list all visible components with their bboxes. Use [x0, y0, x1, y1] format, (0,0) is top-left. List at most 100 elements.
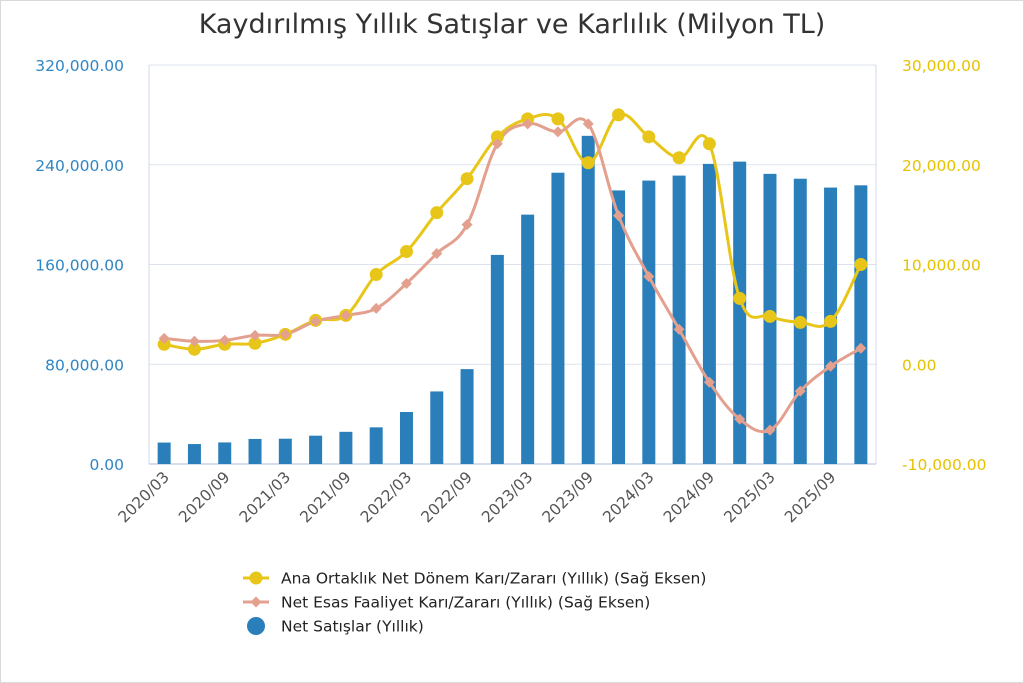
- left-tick-label: 160,000.00: [35, 257, 124, 275]
- x-tick-label: 2020/09: [175, 468, 233, 526]
- legend-marker: [249, 571, 263, 585]
- legend-marker: [250, 596, 262, 608]
- right-tick-label: 20,000.00: [902, 157, 981, 175]
- data-point: [672, 151, 686, 165]
- bar: [248, 438, 262, 464]
- bar: [521, 214, 535, 464]
- x-tick-label: 2024/09: [660, 468, 718, 526]
- right-tick-label: 10,000.00: [902, 257, 981, 275]
- data-point: [703, 376, 715, 388]
- series-line: [163, 112, 863, 351]
- legend-item[interactable]: Net Satışlar (Yıllık): [247, 617, 424, 636]
- data-point: [702, 137, 716, 151]
- x-tick-label: 2025/09: [781, 468, 839, 526]
- series-line: [163, 117, 862, 434]
- data-point: [490, 130, 504, 144]
- legend[interactable]: Ana Ortaklık Net Dönem Karı/Zararı (Yıll…: [243, 570, 706, 636]
- x-tick-label: 2023/09: [539, 468, 597, 526]
- data-point: [491, 138, 503, 150]
- legend-item[interactable]: Net Esas Faaliyet Karı/Zararı (Yıllık) (…: [243, 594, 650, 612]
- data-point: [399, 245, 413, 259]
- bar: [490, 254, 504, 464]
- bar: [157, 442, 171, 464]
- data-point: [854, 258, 868, 271]
- data-point: [157, 337, 171, 351]
- x-tick-label: 2021/03: [236, 468, 294, 526]
- x-tick-label: 2021/09: [296, 468, 354, 526]
- data-point: [825, 360, 837, 372]
- plot-border: [148, 65, 877, 465]
- bar: [612, 190, 626, 465]
- data-point: [673, 323, 685, 335]
- data-point: [613, 210, 625, 222]
- x-tick-label: 2022/03: [357, 468, 415, 526]
- data-point: [824, 314, 838, 328]
- bar: [309, 435, 323, 464]
- legend-item[interactable]: Ana Ortaklık Net Dönem Karı/Zararı (Yıll…: [243, 570, 706, 588]
- data-point: [581, 156, 595, 170]
- data-point: [734, 413, 746, 425]
- data-point: [249, 329, 261, 341]
- right-tick-label: -10,000.00: [902, 456, 986, 474]
- x-axis-ticks: 2020/03 2020/09 2021/03 2021/09 2022/03 2022/…: [115, 468, 840, 526]
- x-tick-label: 2025/03: [721, 468, 779, 526]
- bar: [642, 180, 656, 464]
- legend-label: Net Satışlar (Yıllık): [281, 618, 424, 636]
- legend-label: Ana Ortaklık Net Dönem Karı/Zararı (Yıll…: [281, 570, 706, 588]
- data-point: [522, 118, 534, 130]
- data-point: [794, 385, 806, 397]
- left-axis-ticks: 0.00 80,000.00 160,000.00 240,000.00 320,000…: [35, 57, 124, 474]
- right-tick-label: 0.00: [902, 356, 937, 374]
- bar: [399, 412, 413, 464]
- bar: [702, 163, 716, 464]
- left-tick-label: 80,000.00: [45, 356, 124, 374]
- data-point: [248, 336, 262, 350]
- bar: [460, 369, 474, 464]
- data-point: [582, 118, 594, 130]
- data-point: [855, 342, 867, 354]
- bar: [339, 431, 353, 464]
- data-point: [733, 291, 747, 305]
- legend-marker: [247, 617, 265, 635]
- data-point: [461, 219, 473, 231]
- data-point: [431, 248, 443, 260]
- data-point: [158, 332, 170, 344]
- data-point: [400, 277, 412, 289]
- chart-title: Kaydırılmış Yıllık Satışlar ve Karlılık …: [199, 9, 826, 40]
- data-point: [340, 309, 352, 321]
- series-lines: [163, 112, 863, 434]
- data-point: [793, 315, 807, 329]
- right-axis-ticks: -10,000.00 0.00 10,000.00 20,000.00 30,000.0…: [902, 57, 986, 474]
- left-tick-label: 240,000.00: [35, 157, 124, 175]
- x-tick-label: 2022/09: [418, 468, 476, 526]
- bar: [369, 427, 383, 464]
- data-point: [279, 328, 291, 340]
- data-point: [369, 267, 383, 281]
- data-point: [552, 126, 564, 138]
- bar: [581, 135, 595, 464]
- data-point: [612, 108, 626, 122]
- data-point: [642, 130, 656, 144]
- right-tick-label: 30,000.00: [902, 57, 981, 75]
- data-point: [551, 112, 565, 126]
- data-point: [460, 172, 474, 186]
- bars: [157, 135, 868, 465]
- data-point: [370, 302, 382, 314]
- data-point: [763, 309, 777, 323]
- x-tick-label: 2020/03: [115, 468, 173, 526]
- bar: [187, 444, 201, 464]
- data-point: [219, 334, 231, 346]
- data-point: [430, 206, 444, 220]
- legend-label: Net Esas Faaliyet Karı/Zararı (Yıllık) (…: [281, 594, 650, 612]
- bar: [551, 172, 565, 465]
- bar: [218, 442, 232, 464]
- series-markers: [157, 108, 868, 436]
- data-point: [188, 335, 200, 347]
- data-point: [187, 342, 201, 356]
- bar: [854, 185, 868, 465]
- data-point: [643, 270, 655, 282]
- bar: [672, 175, 686, 464]
- bar: [278, 438, 292, 464]
- left-tick-label: 0.00: [89, 456, 124, 474]
